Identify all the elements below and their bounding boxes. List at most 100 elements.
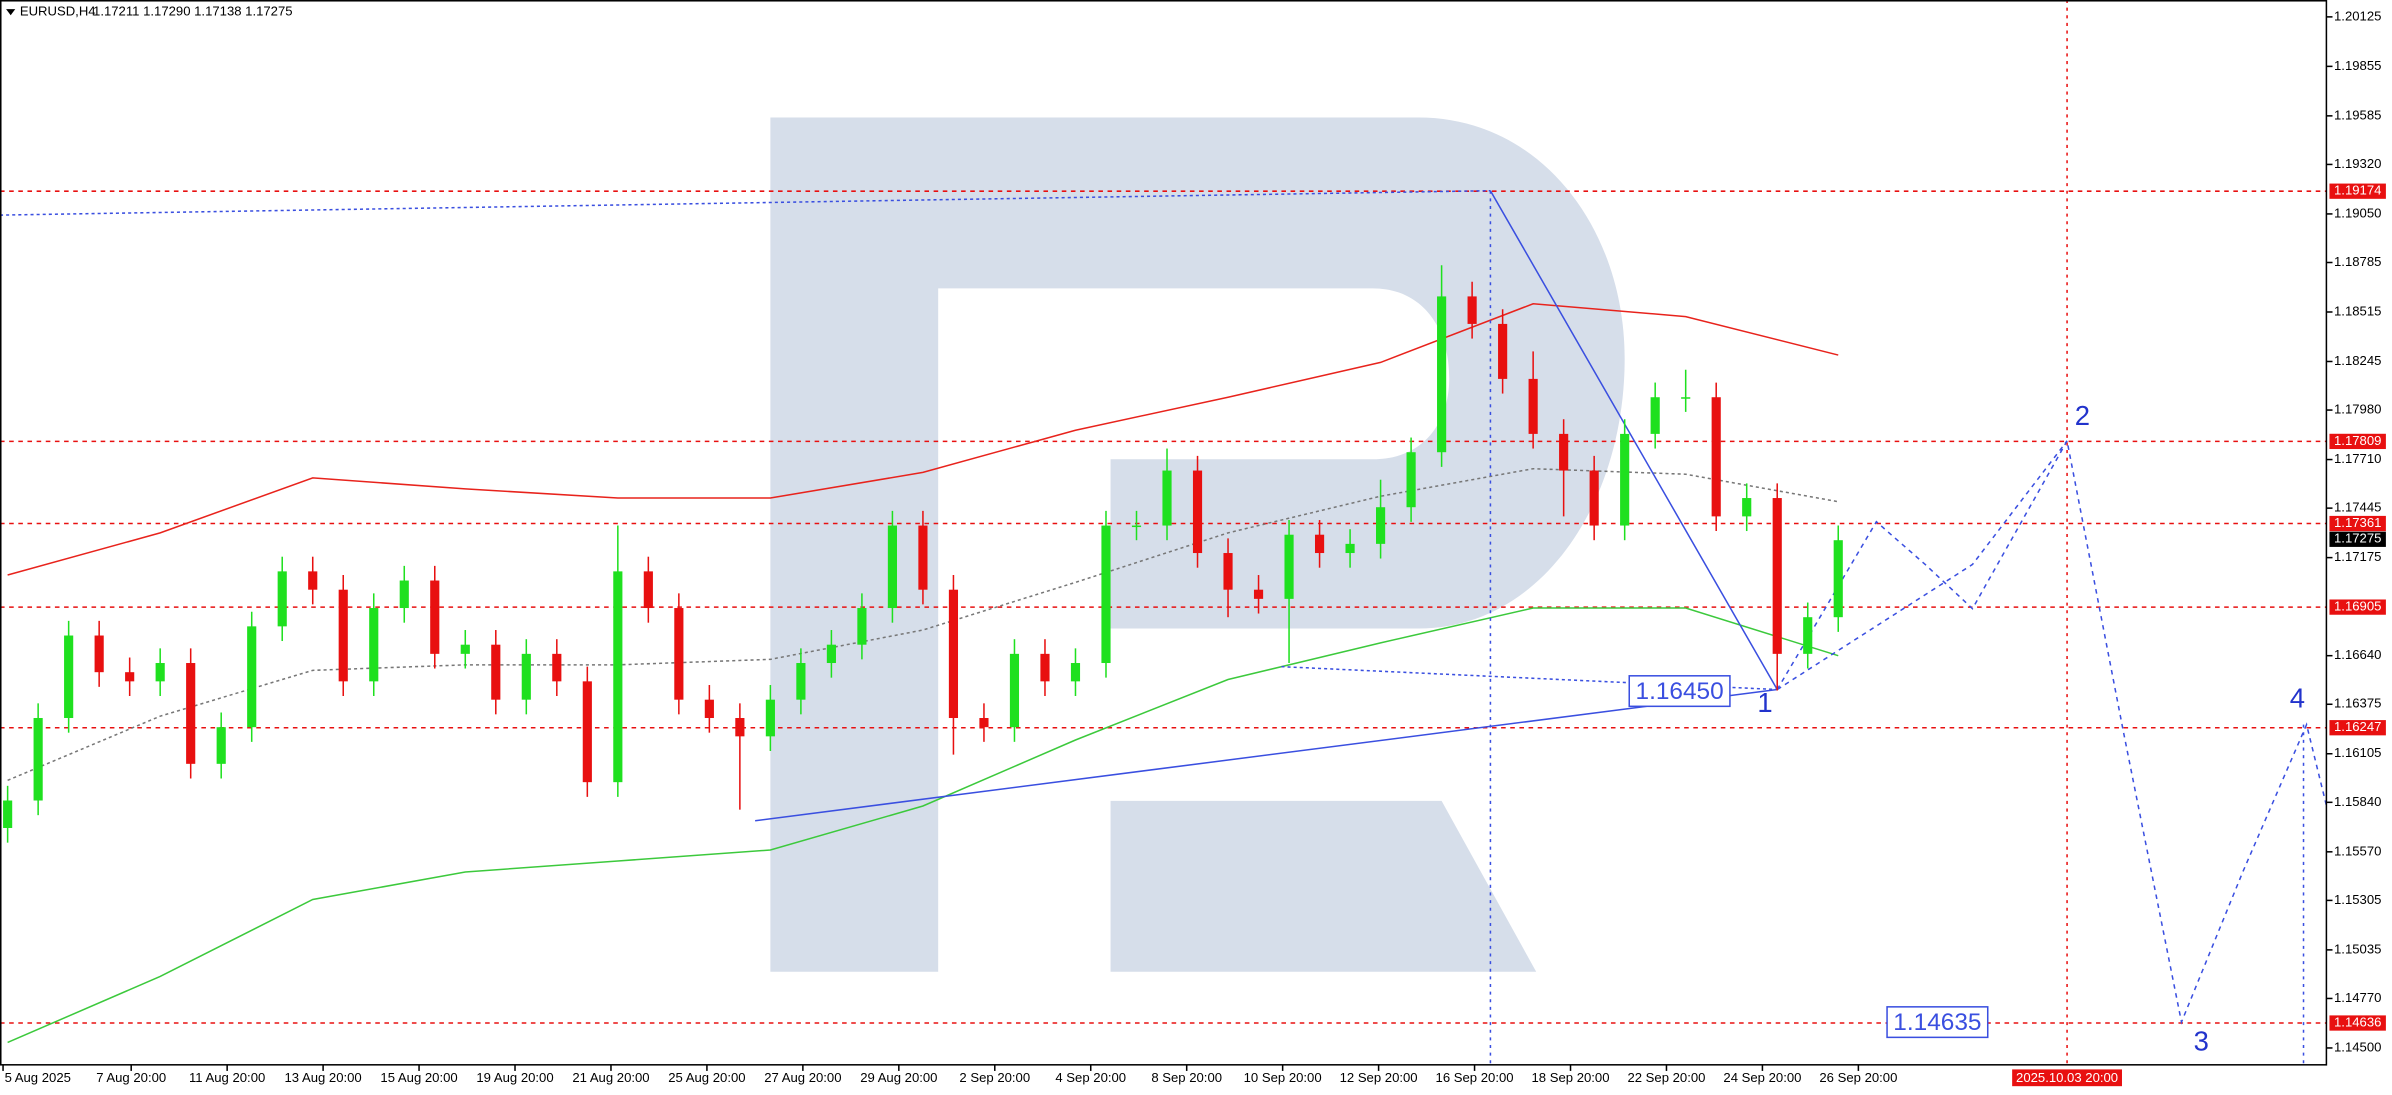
x-tick-label: 25 Aug 20:00 (668, 1070, 745, 1085)
wave-label: 3 (2194, 1026, 2209, 1057)
annotations: 1.16450 1.14635 1 2 3 4 (1628, 400, 2305, 1057)
y-tick-label: 1.15305 (2334, 892, 2381, 907)
candle-body (796, 663, 806, 700)
candle-body (1009, 653, 1020, 728)
y-tick-label: 1.17980 (2334, 402, 2381, 417)
x-tick-label: 5 Aug 2025 (5, 1070, 71, 1085)
candle-body (460, 644, 470, 654)
y-tick-label: 1.19855 (2334, 58, 2381, 73)
y-tick-label: 1.20125 (2334, 8, 2381, 23)
x-tick-label: 7 Aug 20:00 (96, 1070, 166, 1085)
x-tick-label: 10 Sep 20:00 (1244, 1070, 1322, 1085)
analysis-lines (0, 0, 2328, 1065)
candle-body (1711, 397, 1721, 517)
price-box (1886, 1006, 1989, 1039)
candle-body (1131, 525, 1142, 528)
candle-body (399, 580, 409, 609)
x-tick-label: 15 Aug 20:00 (380, 1070, 457, 1085)
plot-frame (0, 0, 2328, 1066)
candle-body (277, 571, 287, 627)
x-tick-label: 16 Sep 20:00 (1436, 1070, 1514, 1085)
indicators (7, 302, 1839, 1044)
level-label-bg (2329, 1015, 2386, 1031)
forecast-time-bg (2012, 1069, 2122, 1087)
level-label: 1.17361 (2334, 515, 2381, 530)
y-tick-label: 1.18515 (2334, 303, 2381, 318)
y-tick-label: 1.15035 (2334, 941, 2381, 956)
candle-body (308, 571, 318, 590)
level-label-bg (2329, 515, 2386, 532)
forecast-time-label: 2025.10.03 20:00 (2016, 1070, 2118, 1085)
candle-body (1681, 397, 1691, 399)
wave-label: 1 (1757, 687, 1772, 718)
chart-title: EURUSD,H4 (20, 4, 96, 19)
y-tick-label: 1.16640 (2334, 647, 2381, 662)
candle-body (125, 672, 135, 682)
candle-body (1467, 296, 1477, 324)
y-tick-label: 1.14770 (2334, 990, 2381, 1005)
candle-body (826, 644, 836, 664)
candle-body (887, 525, 897, 609)
candle-body (643, 571, 653, 609)
level-label-bg (2329, 599, 2386, 615)
level-label: 1.19174 (2334, 183, 2381, 198)
price-box-label: 1.14635 (1893, 1009, 1981, 1036)
y-tick-label: 1.19585 (2334, 107, 2381, 122)
candle-body (521, 653, 531, 700)
y-tick-label: 1.19320 (2334, 156, 2381, 171)
x-tick-label: 22 Sep 20:00 (1627, 1070, 1705, 1085)
candle-body (552, 653, 562, 682)
x-tick-label: 12 Sep 20:00 (1340, 1070, 1418, 1085)
candle-body (765, 699, 775, 737)
y-tick-label: 1.16105 (2334, 745, 2381, 760)
x-tick-label: 4 Sep 20:00 (1055, 1070, 1126, 1085)
candle-body (1345, 543, 1355, 554)
candle-body (735, 718, 745, 737)
candle-body (1589, 470, 1599, 526)
wave-label: 2 (2075, 400, 2090, 431)
candle-body (1284, 534, 1294, 599)
current-price-bg (2329, 531, 2386, 547)
level-label: 1.16247 (2334, 719, 2381, 734)
indicator-line (7, 607, 1839, 1044)
y-tick-label: 1.17445 (2334, 500, 2381, 515)
candle-body (491, 644, 501, 700)
candle-body (1070, 663, 1081, 682)
candle-body (94, 635, 104, 673)
x-tick-label: 13 Aug 20:00 (284, 1070, 361, 1085)
candle-body (1253, 589, 1264, 599)
trend-line (0, 189, 1491, 216)
price-box (1628, 675, 1731, 708)
candle-body (704, 699, 714, 719)
indicator-line (7, 302, 1839, 576)
candles (3, 265, 1843, 843)
header-values: 1.17211 1.17290 1.17138 1.17275 (93, 4, 293, 19)
logo-leg (1110, 800, 1537, 972)
level-label-bg (2329, 183, 2386, 199)
candle-body (1833, 540, 1843, 618)
candle-body (948, 589, 959, 719)
price-box-label: 1.16450 (1636, 678, 1724, 705)
candle-body (430, 580, 440, 654)
candle-body (1192, 470, 1203, 554)
candle-body (1314, 534, 1325, 554)
wave-label: 4 (2290, 682, 2305, 713)
level-label: 1.16905 (2334, 599, 2381, 614)
candle-body (1528, 378, 1538, 434)
level-label-bg (2329, 433, 2386, 450)
candle-body (338, 589, 348, 682)
trend-line (755, 688, 1778, 822)
y-tick-label: 1.18785 (2334, 254, 2381, 269)
x-tick-label: 26 Sep 20:00 (1819, 1070, 1897, 1085)
candle-body (1650, 397, 1660, 434)
candle-body (582, 681, 592, 783)
x-tick-label: 27 Aug 20:00 (764, 1070, 841, 1085)
y-tick-label: 1.17710 (2334, 451, 2381, 466)
current-price-label: 1.17275 (2334, 531, 2381, 546)
y-tick-label: 1.18245 (2334, 353, 2381, 368)
candle-body (1559, 433, 1569, 471)
candle-body (1772, 498, 1782, 654)
candle-body (857, 608, 867, 645)
candle-body (1620, 433, 1630, 526)
